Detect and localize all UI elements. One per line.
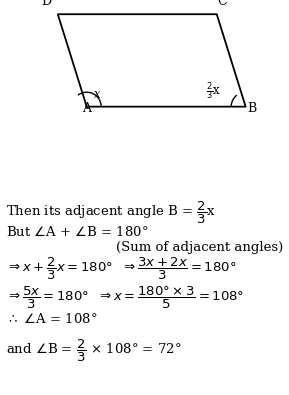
Text: $\frac{2}{3}$x: $\frac{2}{3}$x bbox=[206, 81, 221, 102]
Text: $\Rightarrow x + \dfrac{2}{3}x = 180°$  $\Rightarrow \dfrac{3x + 2x}{3} = 180°$: $\Rightarrow x + \dfrac{2}{3}x = 180°$ $… bbox=[6, 256, 236, 282]
Text: D: D bbox=[41, 0, 51, 8]
Text: Then its adjacent angle B = $\dfrac{2}{3}$x: Then its adjacent angle B = $\dfrac{2}{3… bbox=[6, 199, 216, 226]
Text: B: B bbox=[247, 102, 256, 115]
Text: and $\angle$B = $\dfrac{2}{3}$ × 108° = 72°: and $\angle$B = $\dfrac{2}{3}$ × 108° = … bbox=[6, 338, 181, 364]
Text: $\Rightarrow \dfrac{5x}{3} = 180°$  $\Rightarrow x = \dfrac{180° \times 3}{5} = : $\Rightarrow \dfrac{5x}{3} = 180°$ $\Rig… bbox=[6, 285, 244, 311]
Text: But $\angle$A + $\angle$B = 180°: But $\angle$A + $\angle$B = 180° bbox=[6, 225, 148, 239]
Text: x: x bbox=[94, 88, 100, 101]
Text: $\therefore$ $\angle$A = 108°: $\therefore$ $\angle$A = 108° bbox=[6, 312, 97, 326]
Text: A: A bbox=[82, 102, 91, 115]
Text: C: C bbox=[218, 0, 227, 8]
Text: (Sum of adjacent angles): (Sum of adjacent angles) bbox=[116, 241, 283, 254]
